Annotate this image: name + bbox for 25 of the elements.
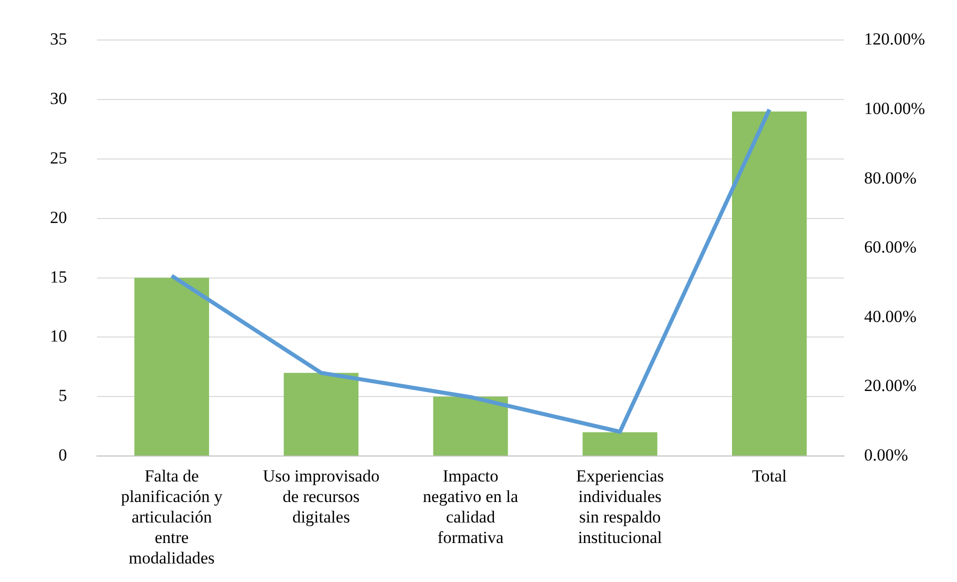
y-tick-label: 35 [50, 30, 67, 49]
bar [732, 111, 807, 456]
x-tick-label: Experiencias individuales sin respaldo institucional [576, 466, 664, 547]
y2-tick-label: 120.00% [864, 30, 926, 49]
y2-tick-label: 40.00% [864, 306, 917, 326]
x-tick-label: Impacto negativo en la calidad formativa [422, 466, 519, 547]
x-tick-label: Total [752, 466, 787, 486]
y-tick-label: 25 [50, 148, 67, 168]
y-tick-label: 20 [50, 208, 67, 227]
y-tick-label: 5 [58, 386, 67, 406]
y-tick-label: 30 [50, 89, 67, 108]
y2-tick-label: 80.00% [864, 168, 917, 188]
bar [284, 372, 358, 456]
y2-tick-label: 100.00% [864, 98, 926, 118]
y2-tick-label: 60.00% [864, 238, 917, 257]
y-tick-label: 15 [50, 267, 67, 286]
bar [433, 396, 508, 456]
bar [134, 278, 210, 456]
y-tick-label: 0 [58, 445, 67, 464]
y-tick-label: 10 [50, 326, 67, 346]
x-tick-label: Falta de planificación y articulación entre modalidades [120, 466, 223, 568]
bar [582, 432, 658, 456]
x-tick-label: Uso improvisado de recursos digitales [262, 466, 380, 526]
y2-tick-label: 20.00% [864, 376, 917, 396]
y2-tick-label: 0.00% [864, 445, 908, 464]
